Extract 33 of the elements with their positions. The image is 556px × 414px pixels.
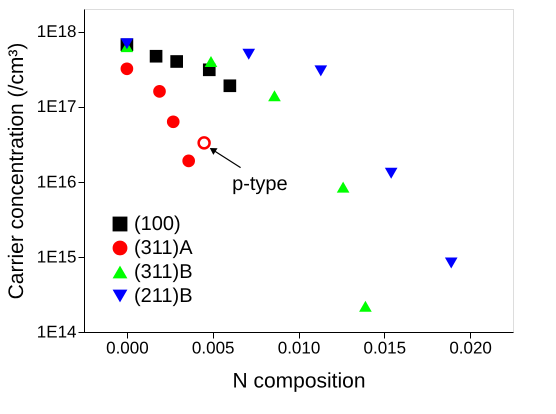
- point: [336, 182, 350, 193]
- x-tick-label: 0.005: [192, 338, 234, 358]
- point: [268, 90, 281, 102]
- y-tick-label: 1E18: [36, 22, 76, 42]
- x-tick-label: 0.010: [278, 338, 320, 358]
- point: [314, 65, 328, 76]
- x-axis-title: N composition: [232, 370, 366, 392]
- y-tick-label: 1E17: [36, 97, 76, 116]
- point: [166, 115, 180, 128]
- y-axis-title: Carrier concentration (/cm³): [4, 42, 28, 300]
- point: [204, 56, 218, 67]
- point: [197, 136, 211, 150]
- legend-label: (100): [134, 213, 181, 235]
- x-tick-label: 0.000: [106, 338, 149, 358]
- legend-label: (311)A: [134, 237, 194, 259]
- point: [359, 300, 372, 312]
- point: [224, 79, 236, 92]
- annotation: p-type: [232, 173, 288, 196]
- point: [384, 168, 398, 179]
- legend-label: (211)B: [134, 285, 193, 307]
- y-tick-label: 1E16: [36, 172, 76, 192]
- legend-label: (311)B: [134, 261, 193, 283]
- point: [120, 62, 134, 76]
- x-tick-label: 0.015: [364, 338, 406, 358]
- y-tick-label: 1E14: [36, 322, 76, 342]
- point: [242, 48, 256, 60]
- point: [182, 154, 195, 168]
- point: [170, 55, 183, 68]
- y-tick-label: 1E15: [36, 247, 76, 266]
- point: [153, 85, 166, 98]
- point: [150, 50, 162, 63]
- x-tick-label: 0.020: [449, 338, 492, 358]
- point: [444, 258, 458, 268]
